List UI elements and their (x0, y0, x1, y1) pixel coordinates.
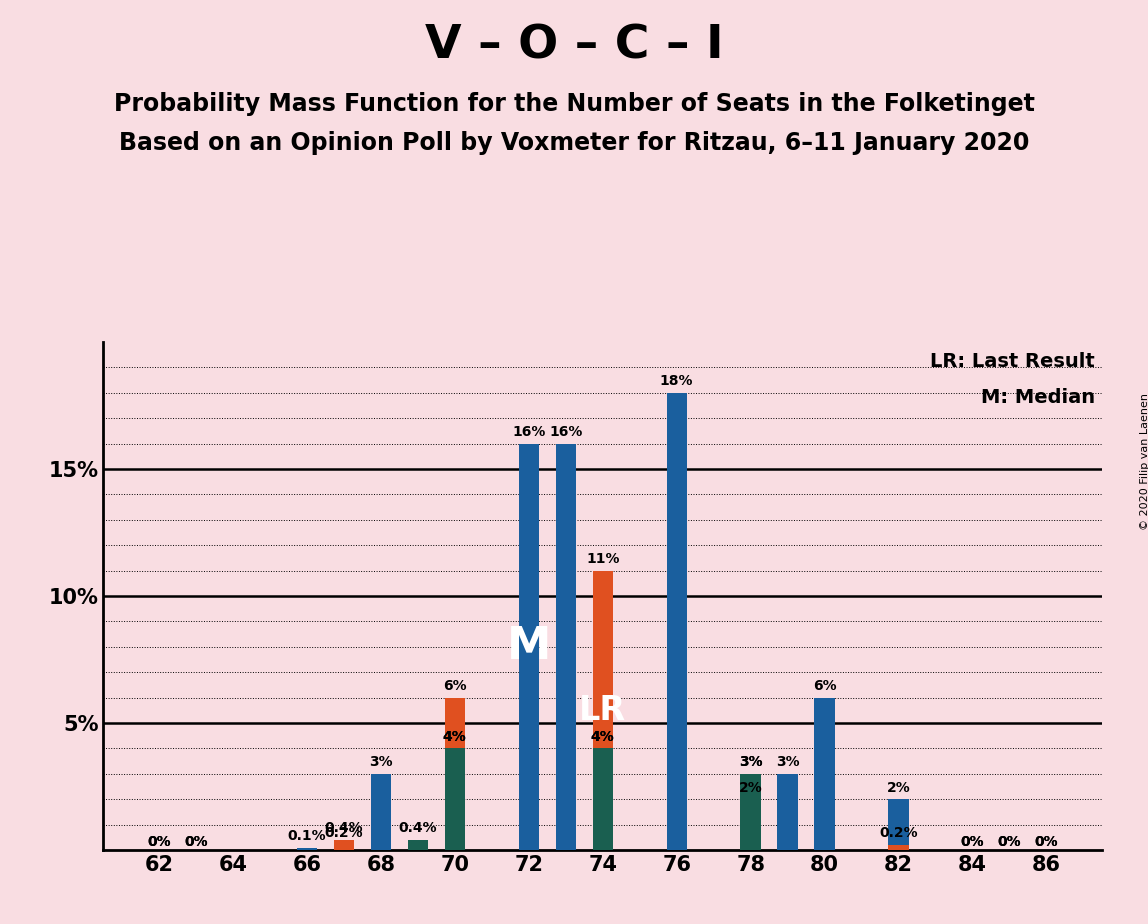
Text: 0.4%: 0.4% (398, 821, 437, 835)
Bar (334, 840, 354, 850)
Text: 0%: 0% (961, 834, 985, 849)
Text: M: M (506, 626, 551, 668)
Bar (556, 444, 576, 850)
Bar (740, 774, 761, 850)
Text: 3%: 3% (369, 755, 393, 770)
Bar (444, 698, 465, 850)
Bar (592, 570, 613, 850)
Bar (667, 393, 687, 850)
Text: 2%: 2% (886, 781, 910, 795)
Text: 3%: 3% (739, 755, 762, 770)
Bar (408, 840, 428, 850)
Text: 0%: 0% (1034, 834, 1058, 849)
Text: © 2020 Filip van Laenen: © 2020 Filip van Laenen (1140, 394, 1148, 530)
Bar (444, 748, 465, 850)
Text: 11%: 11% (585, 552, 620, 566)
Bar (334, 845, 354, 850)
Text: 4%: 4% (443, 730, 466, 744)
Bar (371, 774, 391, 850)
Bar (296, 847, 317, 850)
Text: 16%: 16% (549, 425, 582, 439)
Bar (777, 774, 798, 850)
Text: 0%: 0% (147, 834, 171, 849)
Bar (889, 845, 909, 850)
Text: M: Median: M: Median (980, 388, 1095, 407)
Bar (519, 444, 538, 850)
Text: 0%: 0% (998, 834, 1022, 849)
Text: 0%: 0% (1034, 834, 1058, 849)
Text: 6%: 6% (443, 679, 466, 693)
Text: 3%: 3% (776, 755, 799, 770)
Text: 0%: 0% (961, 834, 985, 849)
Text: 6%: 6% (813, 679, 837, 693)
Bar (740, 774, 761, 850)
Text: LR: LR (579, 694, 627, 727)
Text: 4%: 4% (591, 730, 614, 744)
Text: V – O – C – I: V – O – C – I (425, 23, 723, 68)
Text: Probability Mass Function for the Number of Seats in the Folketinget: Probability Mass Function for the Number… (114, 92, 1034, 116)
Text: 0.2%: 0.2% (325, 826, 363, 841)
Text: 0.1%: 0.1% (287, 829, 326, 843)
Text: 0%: 0% (184, 834, 208, 849)
Text: 0%: 0% (147, 834, 171, 849)
Bar (889, 799, 909, 850)
Text: 16%: 16% (512, 425, 545, 439)
Text: 0%: 0% (184, 834, 208, 849)
Text: 0.2%: 0.2% (879, 826, 918, 841)
Bar (444, 748, 465, 850)
Text: 2%: 2% (739, 781, 762, 795)
Bar (592, 748, 613, 850)
Text: Based on an Opinion Poll by Voxmeter for Ritzau, 6–11 January 2020: Based on an Opinion Poll by Voxmeter for… (118, 131, 1030, 155)
Text: 4%: 4% (443, 730, 466, 744)
Text: 0.4%: 0.4% (325, 821, 363, 835)
Text: LR: Last Result: LR: Last Result (930, 352, 1095, 371)
Bar (592, 748, 613, 850)
Text: 4%: 4% (591, 730, 614, 744)
Bar (814, 698, 835, 850)
Text: 3%: 3% (739, 755, 762, 770)
Text: 18%: 18% (660, 374, 693, 388)
Bar (740, 799, 761, 850)
Text: 0%: 0% (998, 834, 1022, 849)
